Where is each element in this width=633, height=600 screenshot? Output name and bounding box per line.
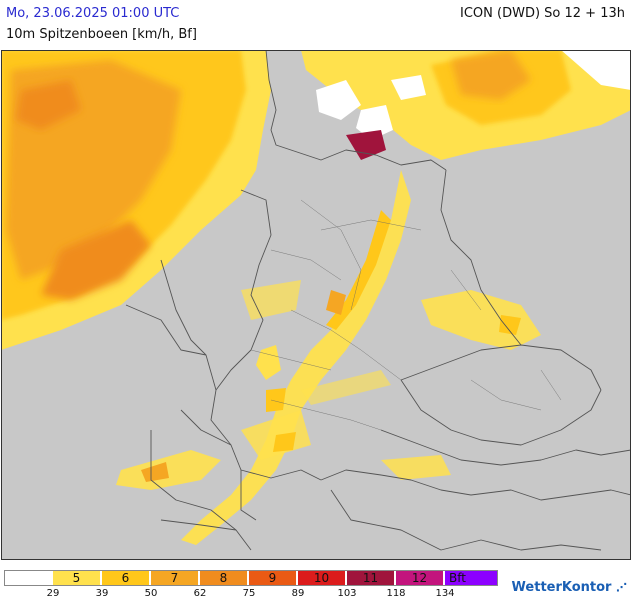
legend-cell-2: 6: [102, 570, 150, 586]
legend-label-8: 12: [411, 571, 428, 585]
legend-tick-1: 39: [95, 588, 109, 599]
color-legend: 5 6 7 8 9 10 11 12 Bft 29 39 50 62 75 89…: [4, 570, 504, 600]
legend-tick-5: 89: [291, 588, 305, 599]
map-frame: [1, 50, 631, 560]
legend-cell-8: 12: [396, 570, 444, 586]
region-borders: [250, 199, 562, 431]
legend-cell-9: Bft: [445, 570, 498, 586]
legend-tick-2: 50: [144, 588, 158, 599]
wind-gust-map: [1, 50, 631, 560]
legend-cell-1: 5: [53, 570, 101, 586]
legend-label-0: [4, 570, 51, 586]
legend-label-2: 6: [121, 571, 130, 585]
legend-label-1: 5: [72, 571, 81, 585]
wetterkontor-logo[interactable]: WetterKontor ⋰: [512, 580, 627, 595]
north-sea-gust-area: [1, 50, 271, 350]
legend-cell-6: 10: [298, 570, 346, 586]
legend-tick-7: 118: [386, 588, 406, 599]
parameter-title: 10m Spitzenboeen [km/h, Bf]: [6, 27, 197, 42]
legend-tick-0: 29: [46, 588, 60, 599]
legend-label-4: 8: [219, 571, 228, 585]
legend-tick-8: 134: [435, 588, 455, 599]
brand-wave-icon: ⋰: [616, 581, 627, 594]
forecast-datetime: Mo, 23.06.2025 01:00 UTC: [6, 6, 180, 21]
legend-cell-5: 9: [249, 570, 297, 586]
legend-tick-3: 62: [193, 588, 207, 599]
legend-cell-7: 11: [347, 570, 395, 586]
legend-tick-4: 75: [242, 588, 256, 599]
brand-name: WetterKontor: [511, 580, 612, 595]
model-run-label: ICON (DWD) So 12 + 13h: [460, 6, 625, 21]
legend-label-7: 11: [362, 571, 379, 585]
country-borders: [125, 50, 631, 551]
legend-label-9: Bft: [449, 571, 466, 585]
legend-cell-0: [4, 570, 52, 586]
convective-gust-bands: [116, 170, 541, 545]
legend-cell-4: 8: [200, 570, 248, 586]
legend-cell-3: 7: [151, 570, 199, 586]
legend-label-6: 10: [313, 571, 330, 585]
baltic-gust-area: [301, 50, 631, 160]
legend-label-3: 7: [170, 571, 179, 585]
legend-label-5: 9: [268, 571, 277, 585]
legend-tick-6: 103: [337, 588, 357, 599]
